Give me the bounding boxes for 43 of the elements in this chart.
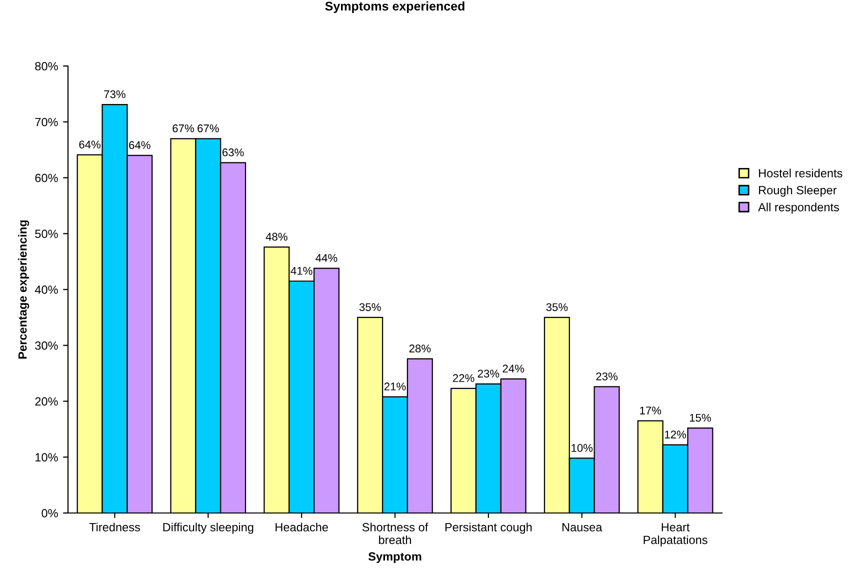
data-label: 22% — [452, 374, 474, 382]
y-tick-label: 10% — [36, 453, 58, 462]
legend-label: Rough Sleeper — [759, 186, 837, 197]
x-tick-label: Shortness of breath — [362, 522, 428, 544]
chart-title: Symptoms experienced — [325, 1, 464, 14]
y-tick-label: 0% — [42, 509, 58, 518]
data-label: 35% — [546, 303, 568, 312]
data-label: 23% — [596, 372, 618, 380]
x-tick-label: Persistant cough — [445, 522, 532, 534]
y-tick-label: 20% — [35, 397, 58, 406]
data-label: 67% — [198, 124, 219, 132]
data-label: 41% — [290, 266, 312, 275]
y-tick-label: 30% — [35, 341, 58, 350]
y-tick-label: 60% — [35, 174, 58, 182]
data-label: 24% — [502, 364, 524, 372]
data-label: 44% — [316, 254, 338, 262]
data-label: 48% — [266, 232, 288, 241]
y-tick-label: 40% — [34, 286, 58, 294]
y-tick-label: 80% — [35, 62, 58, 70]
data-label: 12% — [665, 430, 686, 438]
y-tick-label: 70% — [35, 118, 58, 126]
x-tick-label: Difficulty sleeping — [163, 522, 254, 534]
data-label: 17% — [640, 406, 662, 414]
legend-label: Hostel residents — [759, 168, 842, 178]
data-label: 35% — [359, 303, 381, 312]
x-tick-label: Heart Palpatations — [644, 523, 708, 546]
y-tick-label: 50% — [35, 230, 58, 238]
x-tick-label: Tiredness — [89, 522, 140, 532]
x-axis-title: Symptom — [368, 552, 422, 564]
data-label: 23% — [478, 370, 500, 378]
data-label: 15% — [690, 414, 711, 422]
data-label: 63% — [222, 148, 244, 156]
data-label: 28% — [409, 344, 431, 352]
data-label: 73% — [104, 90, 126, 98]
data-label: 10% — [572, 444, 593, 452]
y-axis-title: Percentage experiencing — [18, 220, 30, 359]
legend-label: All respondents — [758, 202, 840, 214]
data-label: 21% — [384, 382, 406, 390]
x-tick-label: Nausea — [562, 523, 602, 532]
data-label: 64% — [79, 140, 101, 148]
data-label: 67% — [172, 124, 194, 132]
x-tick-label: Headache — [276, 522, 328, 532]
data-label: 64% — [129, 141, 150, 150]
